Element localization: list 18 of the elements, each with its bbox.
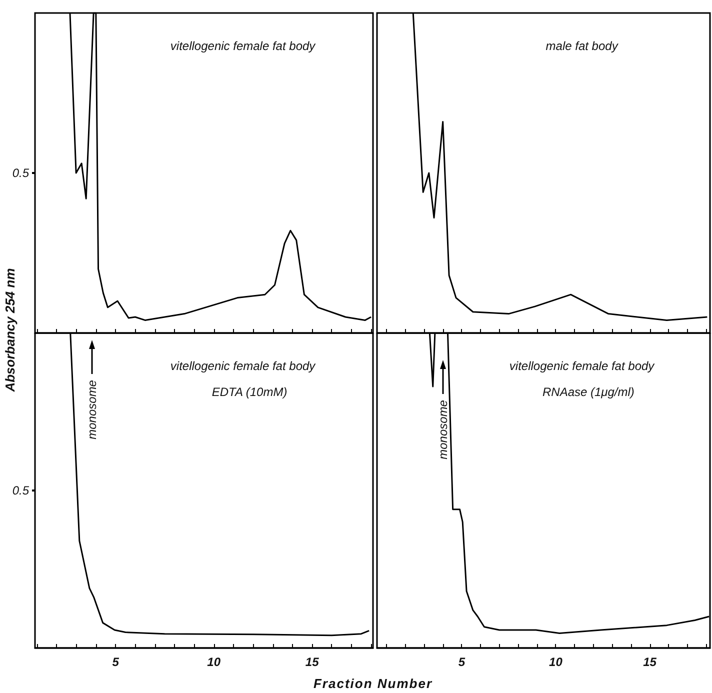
text: vitellogenic female fat body — [170, 359, 316, 373]
x-tick-label: 15 — [643, 655, 657, 669]
x-tick-label: 15 — [305, 655, 320, 669]
annotation: monosome — [85, 380, 99, 440]
x-tick-label: 5 — [112, 655, 120, 669]
x-axis-title: Fraction Number — [313, 676, 433, 691]
text: vitellogenic female fat body — [170, 39, 316, 53]
text: EDTA (10mM) — [212, 385, 288, 399]
text: 0.5 — [12, 166, 30, 180]
text: RNAase (1μg/ml) — [542, 385, 634, 399]
text: vitellogenic female fat body — [509, 359, 656, 373]
annotation: monosome — [436, 400, 450, 460]
y-axis-title: Absorbancy 254 nm — [2, 268, 18, 392]
x-tick-label: 10 — [207, 655, 221, 669]
x-tick-label: 5 — [458, 655, 466, 669]
text: 0.5 — [12, 484, 30, 498]
text: male fat body — [546, 39, 619, 53]
x-tick-label: 10 — [549, 655, 563, 669]
